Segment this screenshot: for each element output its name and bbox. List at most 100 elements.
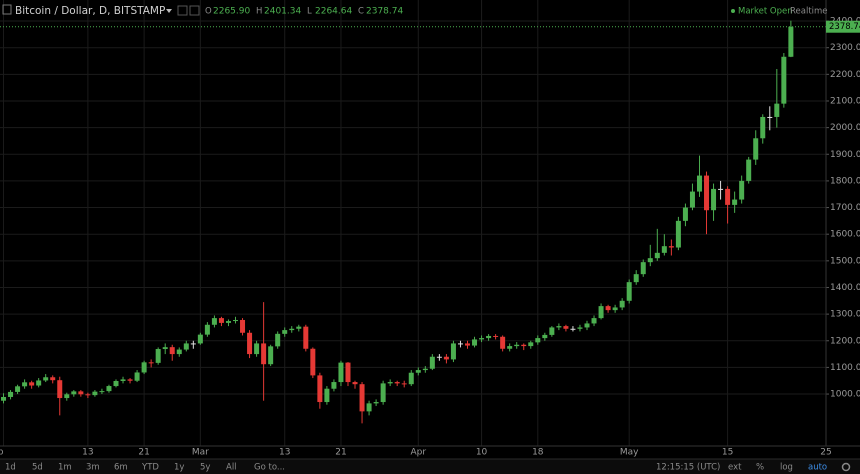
candle-body [535, 338, 541, 343]
candle-body [155, 349, 161, 363]
candle-body [254, 343, 260, 355]
x-tick-label: 21 [335, 448, 346, 458]
ohlc-key: O [205, 7, 212, 17]
y-tick-label: 1600.00 [830, 230, 860, 240]
candle-body [303, 326, 309, 349]
candle-body [233, 319, 239, 322]
range-button[interactable]: 5y [200, 463, 210, 473]
ohlc-value: 2265.90 [213, 7, 250, 17]
candle-body [422, 368, 428, 371]
header-button[interactable] [177, 5, 188, 16]
settings-icon[interactable] [841, 462, 851, 472]
candle-body [767, 116, 773, 118]
candle-body [479, 338, 485, 340]
option-button[interactable]: % [756, 463, 764, 473]
candle-body [429, 356, 435, 369]
candle-body [704, 175, 710, 211]
option-button[interactable]: auto [808, 463, 827, 473]
ohlc-key: C [358, 7, 364, 17]
range-button[interactable]: 6m [114, 463, 128, 473]
range-button[interactable]: YTD [141, 463, 159, 473]
candle-body [457, 343, 463, 345]
y-tick-label: 1000.00 [830, 390, 860, 400]
range-button[interactable]: 1m [58, 463, 72, 473]
candle-body [408, 372, 414, 385]
candle-body [598, 306, 604, 319]
candle-body [275, 333, 281, 347]
candle-body [387, 382, 393, 384]
candle-body [732, 199, 738, 205]
candle-body [725, 188, 731, 205]
candle-body [464, 343, 470, 346]
candle-body [394, 382, 400, 384]
y-tick-label: 1800.00 [830, 176, 860, 186]
candle-body [99, 391, 105, 393]
candle-body [50, 377, 56, 381]
symbol-icon [2, 4, 12, 15]
candle-body [373, 402, 379, 404]
candle-body [22, 382, 28, 387]
candle-body [661, 246, 667, 253]
candle-body [197, 334, 203, 344]
option-button[interactable]: ext [728, 463, 742, 473]
candle-body [668, 246, 674, 248]
symbol-caret[interactable] [166, 9, 172, 13]
candle-body [605, 306, 611, 311]
market-status: Market Open [738, 7, 793, 17]
candle-body [711, 188, 717, 211]
range-button[interactable]: 5d [32, 463, 43, 473]
feed-status: Realtime [790, 7, 828, 17]
x-tick-label: 13 [279, 448, 290, 458]
range-button[interactable]: 1d [5, 463, 16, 473]
goto-button[interactable]: Go to... [254, 463, 285, 473]
candle-body [521, 344, 527, 347]
x-tick-label: 25 [820, 448, 831, 458]
candle-body [141, 362, 147, 373]
ohlc-value: 2264.64 [315, 7, 352, 17]
candle-body [57, 380, 63, 399]
candle-body [415, 370, 421, 373]
candle-body [633, 274, 639, 283]
clock: 12:15:15 (UTC) [656, 463, 720, 473]
candle-body [338, 362, 344, 383]
candle-body [366, 403, 372, 412]
candle-body [760, 116, 766, 139]
candle-body [443, 356, 449, 360]
candle-body [500, 336, 506, 349]
candle-body [345, 362, 351, 383]
candle-body [626, 282, 632, 301]
x-tick-label: b [0, 448, 4, 458]
range-button[interactable]: 1y [174, 463, 184, 473]
x-tick-label: May [620, 448, 639, 458]
y-tick-label: 1400.00 [830, 283, 860, 293]
candle-body [689, 191, 695, 208]
candle-body [556, 326, 562, 328]
candle-body [493, 335, 499, 337]
candle-body [380, 383, 386, 403]
candle-body [774, 103, 780, 117]
candle-body [282, 330, 288, 334]
candle-body [204, 324, 210, 335]
option-button[interactable]: log [780, 463, 793, 473]
ohlc-value: 2401.34 [264, 7, 301, 17]
candle-body [296, 326, 302, 329]
candle-body [268, 346, 274, 365]
range-button[interactable]: 3m [86, 463, 100, 473]
candle-body [176, 349, 182, 355]
candle-body [591, 318, 597, 324]
symbol-title: Bitcoin / Dollar, D, BITSTAMP [15, 5, 165, 17]
candle-body [1, 396, 7, 401]
y-tick-label: 1500.00 [830, 256, 860, 266]
candle-body [359, 384, 365, 412]
y-tick-label: 2000.00 [830, 123, 860, 133]
candle-body [310, 348, 316, 376]
candle-body [619, 300, 625, 308]
header-button[interactable] [189, 5, 200, 16]
y-tick-label: 1900.00 [830, 150, 860, 160]
candle-body [261, 343, 267, 365]
candle-body [746, 159, 752, 181]
candle-body [549, 327, 555, 335]
range-button[interactable]: All [226, 463, 237, 473]
y-tick-label: 2100.00 [830, 96, 860, 106]
